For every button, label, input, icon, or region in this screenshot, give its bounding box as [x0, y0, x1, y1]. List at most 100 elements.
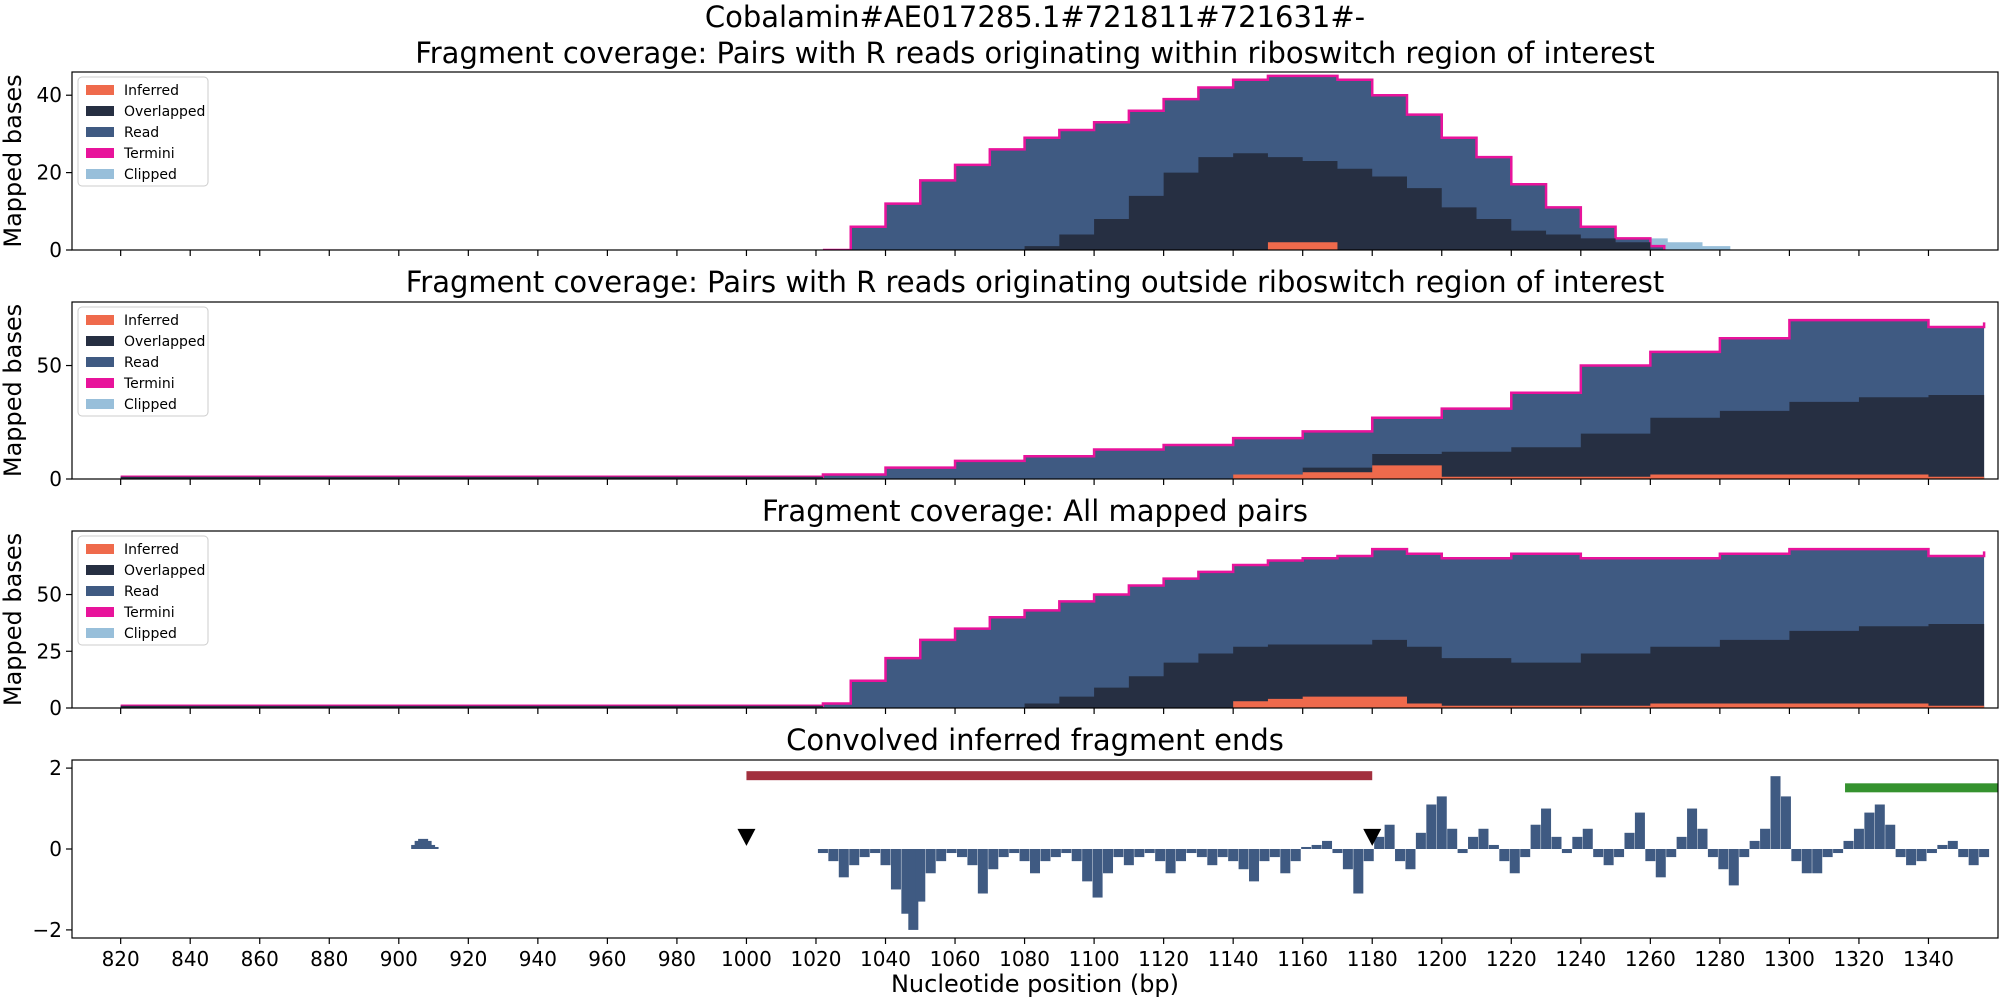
conv-bar — [1853, 828, 1864, 849]
x-tick-label: 1100 — [1069, 947, 1120, 971]
y-tick-label: 2 — [49, 756, 62, 780]
conv-bar — [1645, 849, 1656, 862]
conv-bar — [936, 849, 947, 862]
conv-bar — [817, 849, 828, 854]
x-axis-label: Nucleotide position (bp) — [891, 970, 1179, 998]
overlapped-area — [822, 153, 1665, 250]
conv-bar — [1760, 828, 1771, 849]
panel-1: Fragment coverage: Pairs with R reads or… — [0, 36, 1999, 262]
conv-bar — [1155, 849, 1166, 862]
conv-bar — [1572, 836, 1583, 849]
conv-bar — [1457, 849, 1468, 854]
conv-bar — [1488, 844, 1499, 849]
conv-bar — [1217, 849, 1228, 858]
conv-bar — [1363, 849, 1374, 862]
conv-bar — [1614, 849, 1625, 858]
conv-bar — [1134, 849, 1145, 858]
conv-bar — [1029, 849, 1041, 874]
conv-bar — [925, 849, 936, 874]
conv-bar — [998, 849, 1009, 858]
x-tick-label: 840 — [171, 947, 209, 971]
conv-bar — [1895, 849, 1906, 858]
legend-swatch-read — [86, 357, 114, 367]
conv-bar — [890, 849, 901, 890]
region-bar-1 — [746, 771, 1373, 781]
conv-bar — [1749, 840, 1760, 849]
region-bar-2 — [1845, 783, 1998, 793]
conv-bar — [908, 849, 919, 930]
x-tick-label: 1200 — [1416, 947, 1467, 971]
conv-bar — [1061, 849, 1072, 854]
inferred-area — [120, 465, 1985, 479]
y-tick-label: 0 — [49, 238, 62, 262]
legend-swatch-overlapped — [86, 336, 114, 346]
conv-bar — [1050, 849, 1061, 858]
conv-bar — [1718, 849, 1729, 870]
legend-swatch-termini — [86, 607, 114, 617]
conv-bar — [1165, 849, 1176, 874]
conv-bar — [1019, 849, 1030, 862]
panel-4: Convolved inferred fragment ends −2 0 2 820 8… — [33, 723, 1999, 971]
conv-bar — [1322, 840, 1333, 849]
legend-swatch-clipped — [86, 628, 114, 638]
y-tick-label: 50 — [37, 583, 62, 607]
conv-bar — [1603, 849, 1614, 866]
conv-bar — [1207, 849, 1218, 866]
x-tick-label: 1000 — [721, 947, 772, 971]
conv-bar — [1822, 849, 1833, 858]
y-axis-label: Mapped bases — [0, 533, 27, 706]
conv-bar — [946, 849, 957, 854]
x-tick-label: 1340 — [1903, 947, 1954, 971]
conv-bar — [1228, 849, 1239, 862]
conv-bar — [1551, 836, 1562, 849]
plot-area — [120, 318, 1986, 479]
y-tick-label: 0 — [49, 696, 62, 720]
x-tick-label: 960 — [588, 947, 626, 971]
legend-swatch-clipped — [86, 169, 114, 179]
conv-bar — [1728, 849, 1739, 886]
y-tick-label: 25 — [37, 639, 62, 663]
conv-bar — [1509, 849, 1520, 874]
conv-bar — [1009, 849, 1020, 854]
conv-bar — [977, 849, 988, 894]
legend-label-clipped: Clipped — [124, 397, 177, 413]
conv-bar — [880, 849, 891, 866]
legend-label-overlapped: Overlapped — [124, 563, 205, 579]
legend-label-inferred: Inferred — [124, 542, 179, 558]
legend-swatch-inferred — [86, 315, 114, 325]
conv-bar — [1582, 828, 1593, 849]
conv-bar — [1812, 849, 1823, 874]
conv-bar — [1436, 796, 1447, 849]
panel-title: Convolved inferred fragment ends — [786, 723, 1284, 757]
x-tick-label: 1140 — [1208, 947, 1259, 971]
x-tick-label: 1260 — [1625, 947, 1676, 971]
panel-frame — [71, 71, 1999, 251]
legend-label-read: Read — [124, 355, 159, 371]
conv-bar — [1593, 849, 1604, 858]
conv-bar — [1123, 849, 1134, 866]
conv-bar — [1447, 828, 1458, 849]
conv-bar — [1624, 832, 1635, 849]
legend: Inferred Overlapped Read Termini Clipped — [77, 76, 209, 187]
legend-label-overlapped: Overlapped — [124, 334, 205, 350]
panel-frame — [71, 530, 1999, 709]
conv-bar — [1926, 849, 1937, 854]
conv-bar — [1864, 812, 1875, 849]
x-tick-label: 1300 — [1764, 947, 1815, 971]
conv-bar — [1144, 849, 1155, 854]
overlapped-area — [120, 624, 1985, 708]
conv-bar — [1353, 849, 1364, 894]
conv-bar — [1541, 808, 1552, 849]
panel-title: Fragment coverage: Pairs with R reads or… — [415, 36, 1655, 70]
conv-bar — [1415, 832, 1426, 849]
conv-bar — [1843, 840, 1854, 849]
conv-bar — [1301, 846, 1312, 849]
x-tick-label: 1040 — [860, 947, 911, 971]
termini-line — [120, 318, 1986, 478]
legend-label-termini: Termini — [123, 146, 175, 162]
panel-title: Fragment coverage: All mapped pairs — [762, 494, 1308, 528]
plot-area — [411, 771, 1998, 930]
y-tick-label: 20 — [37, 161, 62, 185]
legend-label-termini: Termini — [123, 605, 175, 621]
conv-bar — [1290, 849, 1301, 862]
